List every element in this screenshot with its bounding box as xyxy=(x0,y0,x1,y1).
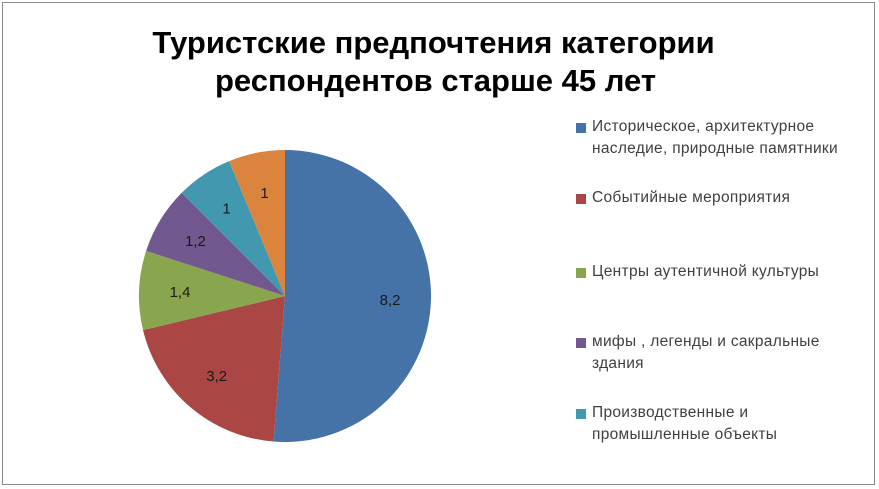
legend-label-industrial: Производственные и промышленные объекты xyxy=(592,404,778,443)
legend-swatch-myths xyxy=(576,338,586,348)
data-label-events: 3,2 xyxy=(206,368,227,385)
chart-title: Туристские предпочтения категории респон… xyxy=(0,24,879,100)
data-label-other: 1 xyxy=(260,185,268,202)
legend-swatch-events xyxy=(576,194,586,204)
legend-label-myths: мифы , легенды и сакральные здания xyxy=(592,333,820,372)
legend-swatch-industrial xyxy=(576,409,586,419)
data-label-industrial: 1 xyxy=(222,201,230,218)
pie-slice-authentic-culture xyxy=(138,250,285,331)
pie-slice-events xyxy=(143,296,285,442)
legend-label-events: Событийные мероприятия xyxy=(592,189,791,206)
legend-label-historical: Историческое, архитектурное наследие, пр… xyxy=(592,118,838,157)
data-label-myths: 1,2 xyxy=(185,233,206,250)
chart-title-line-1: Туристские предпочтения категории xyxy=(152,25,715,60)
pie-slice-other xyxy=(229,150,285,296)
data-label-authentic-culture: 1,4 xyxy=(170,284,191,301)
pie-slice-industrial xyxy=(181,161,285,296)
pie-slice-historical xyxy=(273,150,431,443)
legend-swatch-historical xyxy=(576,123,586,133)
pie-slice-myths xyxy=(146,192,285,296)
legend-label-authentic-culture: Центры аутентичной культуры xyxy=(592,263,820,280)
legend-swatch-authentic-culture xyxy=(576,268,586,278)
chart-title-line-2: респондентов старше 45 лет xyxy=(214,63,657,98)
data-label-historical: 8,2 xyxy=(380,292,401,309)
